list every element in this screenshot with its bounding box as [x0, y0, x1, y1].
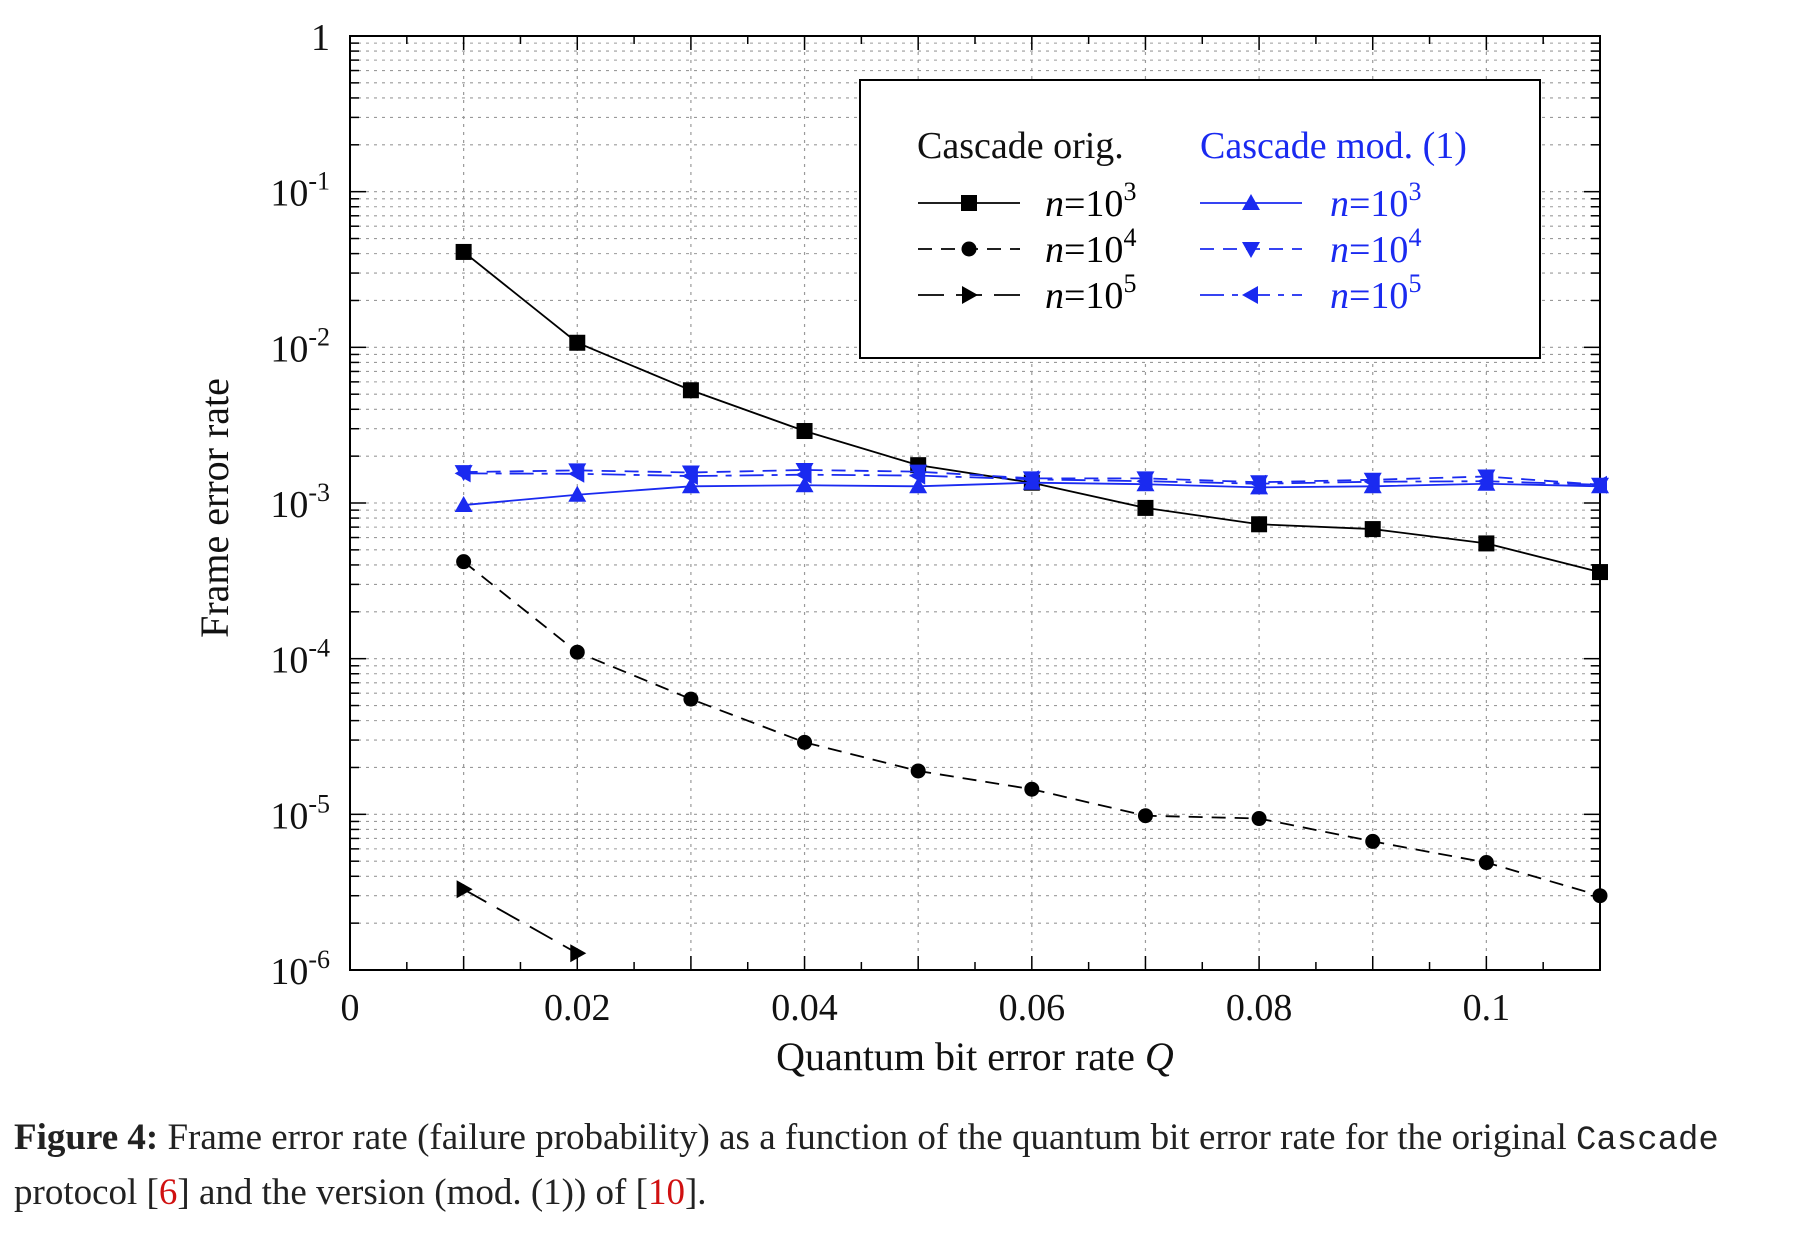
caption-code: Cascade	[1576, 1122, 1719, 1160]
data-point-orig-n5	[570, 944, 587, 963]
data-point-orig-n3	[1364, 521, 1381, 538]
legend-entry-orig-n4: n=104	[918, 223, 1136, 271]
caption-text-1: Frame error rate (failure probability) a…	[158, 1117, 1576, 1158]
legend-entry-orig-n3: n=103	[918, 177, 1136, 225]
legend-entry-mod-n5: n=105	[1200, 269, 1421, 317]
legend-entry-mod-n3: n=103	[1200, 177, 1421, 225]
data-point-orig-n4	[683, 691, 699, 707]
legend-swatch-marker	[1242, 242, 1260, 258]
data-point-mod-n5	[1363, 472, 1380, 491]
data-point-mod-n5	[454, 464, 471, 483]
y-tick-label: 10-5	[270, 789, 330, 837]
legend: Cascade orig. Cascade mod. (1) n=103n=10…	[859, 79, 1541, 359]
data-point-orig-n3	[796, 423, 813, 440]
data-point-orig-n4	[910, 763, 926, 779]
tick-labels: 0 0.02 0.04 0.06 0.08 0.1 1 10-1 10-2 10-3 10-4 10-…	[270, 17, 1510, 1029]
legend-swatch-marker	[961, 241, 977, 257]
caption-cite-10[interactable]: 10	[647, 1172, 685, 1213]
y-axis-title: Frame error rate	[192, 378, 237, 638]
legend-box	[859, 79, 1541, 359]
legend-title-mod: Cascade mod. (1)	[1200, 125, 1467, 167]
data-point-mod-n5	[909, 466, 926, 485]
data-point-mod-n5	[568, 464, 585, 483]
data-point-mod-n3	[795, 476, 814, 493]
data-point-mod-n3	[681, 477, 700, 494]
data-point-mod-n5	[1022, 470, 1039, 489]
x-tick-label: 0.06	[999, 987, 1066, 1029]
series-orig-n5	[456, 880, 587, 963]
x-tick-label: 0.02	[544, 987, 611, 1029]
legend-label: n=103	[1045, 177, 1136, 225]
data-point-mod-n3	[568, 485, 587, 502]
data-point-orig-n4	[1251, 811, 1267, 827]
x-axis-title-text: Quantum bit error rate	[776, 1034, 1145, 1079]
data-point-mod-n3	[909, 477, 928, 494]
data-point-orig-n4	[797, 734, 813, 750]
y-tick-label: 10-4	[270, 634, 330, 682]
data-point-mod-n5	[1591, 475, 1607, 494]
data-point-orig-n4	[1024, 781, 1040, 797]
y-tick-label: 10-1	[270, 167, 330, 215]
caption-cite-6[interactable]: 6	[158, 1172, 178, 1213]
data-point-orig-n4	[1137, 808, 1153, 824]
series-line-orig-n5	[463, 888, 578, 955]
data-point-orig-n3	[1478, 535, 1495, 552]
legend-label: n=103	[1330, 177, 1421, 225]
legend-swatch-marker	[1242, 194, 1260, 210]
chart: 0 0.02 0.04 0.06 0.08 0.1 1 10-1 10-2 10-3 10-4 10-…	[192, 17, 1609, 1079]
legend-swatch-marker	[1242, 286, 1258, 304]
y-tick-label: 1	[311, 17, 330, 59]
legend-swatch-marker	[962, 286, 978, 304]
data-point-orig-n4	[569, 644, 585, 660]
data-point-orig-n5	[456, 880, 473, 899]
data-point-orig-n4	[1592, 888, 1608, 904]
data-point-mod-n5	[1250, 474, 1267, 493]
series-orig-n4	[456, 554, 1608, 904]
legend-label: n=104	[1330, 223, 1421, 271]
data-point-orig-n4	[456, 554, 472, 570]
legend-title-orig: Cascade orig.	[917, 125, 1124, 167]
caption-text-2: protocol [	[14, 1172, 159, 1213]
caption-text-3: ] and the version (mod. (1)) of [	[177, 1172, 648, 1213]
data-point-mod-n5	[795, 465, 812, 484]
data-point-orig-n4	[1365, 833, 1381, 849]
x-tick-label: 0.1	[1463, 987, 1511, 1029]
caption-text-4: ].	[684, 1172, 707, 1213]
series-mod-n5	[454, 464, 1607, 494]
data-point-mod-n3	[454, 496, 473, 513]
y-tick-label: 10-6	[270, 945, 330, 993]
x-axis-title-var: Q	[1145, 1034, 1174, 1079]
data-point-orig-n3	[1137, 499, 1154, 516]
legend-label: n=105	[1330, 269, 1421, 317]
data-point-orig-n3	[1251, 516, 1268, 533]
figure-caption: Figure 4: Frame error rate (failure prob…	[14, 1112, 1804, 1219]
caption-label: Figure 4:	[14, 1117, 159, 1158]
y-tick-label: 10-2	[270, 322, 330, 370]
legend-label: n=104	[1045, 223, 1136, 271]
x-axis-title: Quantum bit error rate Q	[776, 1034, 1174, 1079]
legend-label: n=105	[1045, 269, 1136, 317]
legend-entry-mod-n4: n=104	[1200, 223, 1421, 271]
y-tick-label: 10-3	[270, 478, 330, 526]
data-point-orig-n4	[1478, 855, 1494, 871]
x-tick-label: 0	[341, 987, 360, 1029]
series	[454, 243, 1609, 963]
data-point-mod-n5	[1477, 472, 1494, 491]
axis-ticks	[349, 36, 1601, 971]
legend-entry-orig-n5: n=105	[918, 269, 1136, 317]
legend-swatch-marker	[961, 195, 977, 211]
data-point-orig-n3	[682, 382, 699, 399]
data-point-mod-n5	[1136, 472, 1153, 491]
data-point-mod-n5	[681, 467, 698, 486]
series-line-mod-n4	[463, 469, 1601, 486]
data-point-orig-n3	[455, 243, 472, 260]
data-point-orig-n3	[1592, 564, 1608, 581]
x-tick-label: 0.04	[771, 987, 838, 1029]
x-tick-label: 0.08	[1226, 987, 1293, 1029]
data-point-orig-n3	[569, 334, 586, 351]
